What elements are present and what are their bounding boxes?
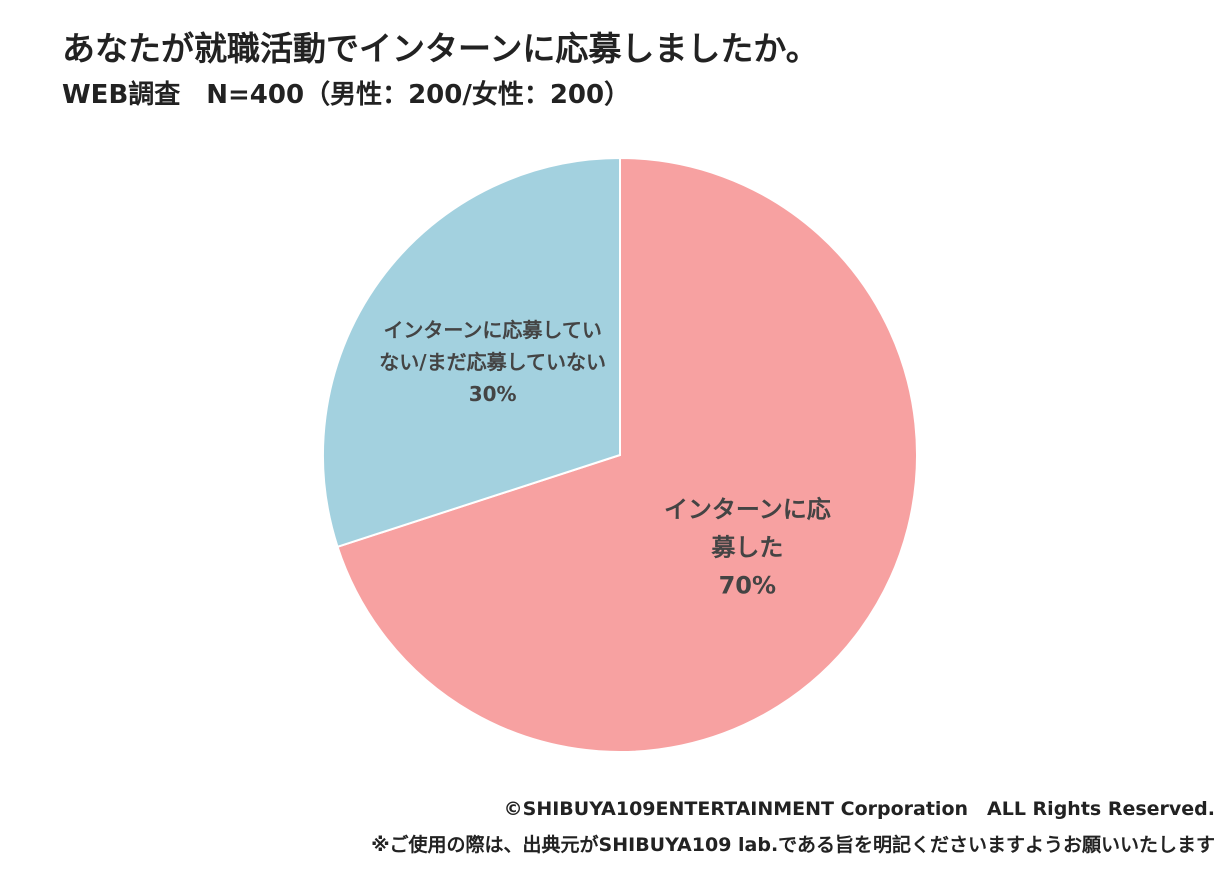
slice-name: インターンに応募した [663, 494, 831, 562]
pie-slice [336, 156, 918, 753]
copyright: ©SHIBUYA109ENTERTAINMENT Corporation ALL… [503, 798, 1215, 820]
chart-title: あなたが就職活動でインターンに応募しましたか。 [62, 29, 819, 68]
chart-subtitle: WEB調査 N=400（男性：200/女性：200） [62, 80, 631, 110]
slice-label: インターンに応募した 70% [657, 490, 837, 605]
slice-value: 70% [718, 571, 777, 600]
slice-value: 30% [468, 382, 517, 407]
pie-slice [322, 156, 621, 549]
slice-name: インターンに応募していない/まだ応募していない [379, 318, 606, 375]
slice-label: インターンに応募していない/まだ応募していない 30% [375, 314, 611, 410]
source-note: ※ご使用の際は、出典元がSHIBUYA109 lab.である旨を明記くださいます… [371, 834, 1215, 856]
